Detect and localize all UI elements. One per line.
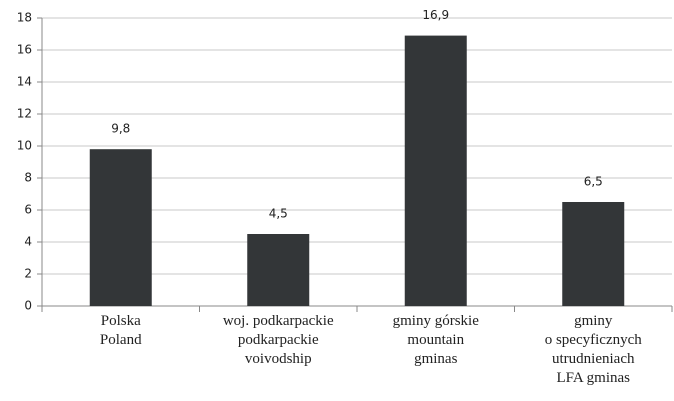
y-tick-label: 16	[17, 43, 32, 57]
label-line: Poland	[100, 332, 142, 348]
x-tick-label: Polska Poland	[100, 313, 142, 348]
label-line: mountain	[407, 332, 464, 348]
label-line: voivodship	[245, 351, 312, 367]
x-tick-label: gminy o specyficznych utrudnieniach LFA gmi…	[545, 313, 643, 386]
label-line: gminy	[574, 313, 613, 329]
bar	[562, 202, 625, 306]
data-label: 4,5	[269, 207, 288, 221]
y-tick-label: 0	[24, 299, 32, 313]
bar	[89, 149, 152, 306]
y-tick-label: 4	[24, 235, 32, 249]
label-line: gminas	[414, 351, 457, 367]
data-label: 6,5	[584, 175, 603, 189]
bar	[404, 35, 467, 306]
y-tick-label: 12	[17, 107, 32, 121]
y-tick-label: 18	[17, 11, 32, 25]
y-tick-label: 14	[17, 75, 32, 89]
data-label: 16,9	[422, 8, 449, 22]
x-tick-label: woj. podkarpackie podkarpackie voivodship	[223, 313, 334, 367]
label-line: woj. podkarpackie	[223, 313, 334, 329]
label-line: gminy górskie	[393, 313, 480, 329]
data-label: 9,8	[111, 122, 130, 136]
y-tick-label: 8	[24, 171, 32, 185]
x-tick-label: gminy górskie mountain gminas	[393, 313, 480, 367]
label-line: Polska	[101, 313, 141, 329]
y-tick-label: 10	[17, 139, 32, 153]
label-line: podkarpackie	[238, 332, 319, 348]
bar	[247, 234, 310, 306]
y-tick-label: 6	[24, 203, 32, 217]
label-line: o specyficznych	[545, 332, 643, 348]
label-line: utrudnieniach	[552, 351, 635, 367]
label-line: LFA gminas	[557, 370, 631, 386]
y-tick-label: 2	[24, 267, 32, 281]
